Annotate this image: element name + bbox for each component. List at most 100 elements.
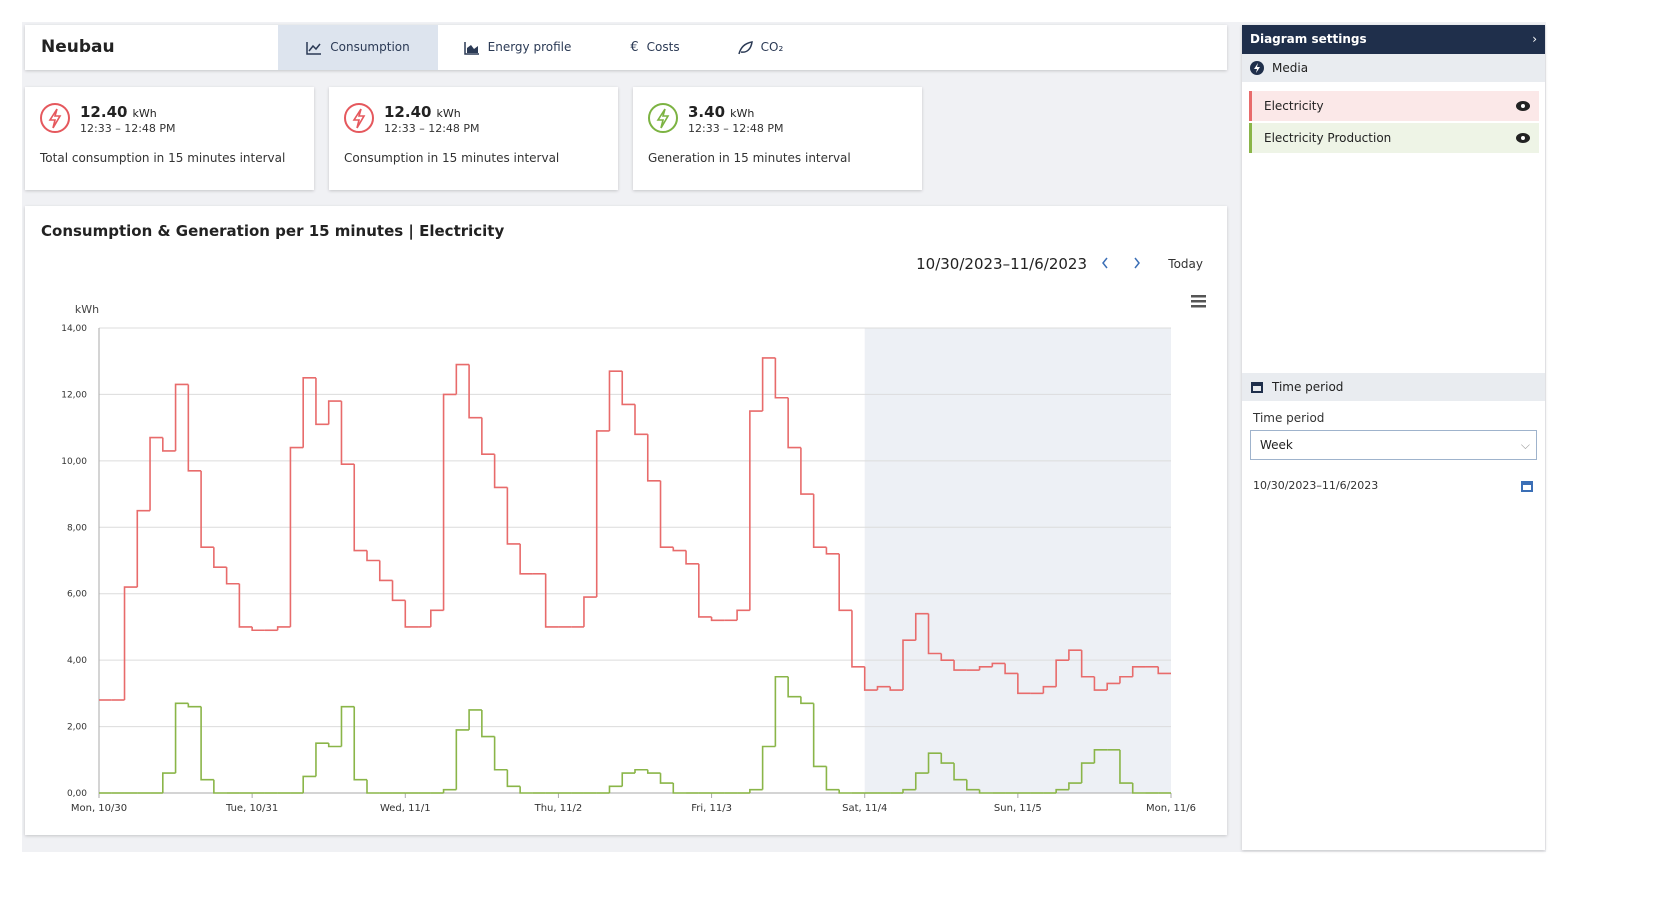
collapse-icon: › — [1532, 32, 1537, 46]
tab-icon — [306, 41, 322, 55]
next-button[interactable] — [1134, 257, 1140, 269]
tab-icon — [463, 41, 479, 55]
x-tick-label: Sun, 11/5 — [994, 803, 1042, 814]
media-item[interactable]: Electricity — [1249, 91, 1539, 121]
step-segment — [978, 665, 993, 671]
step-segment — [646, 434, 661, 482]
period-select[interactable]: Week ⌵ — [1250, 430, 1537, 460]
kpi-card: 12.40 kWh 12:33 – 12:48 PM Total consump… — [25, 87, 314, 190]
step-segment — [966, 779, 980, 791]
tab-label: Consumption — [330, 40, 410, 54]
kpi-label: Consumption in 15 minutes interval — [344, 151, 560, 165]
range-text: 10/30/2023–11/6/2023 — [1253, 479, 1379, 492]
media-item-label: Electricity — [1264, 99, 1324, 113]
step-segment — [940, 653, 955, 661]
step-segment — [1080, 762, 1095, 784]
step-segment — [800, 447, 814, 495]
step-segment — [1093, 676, 1108, 691]
step-segment — [761, 357, 776, 412]
step-segment — [1068, 782, 1082, 790]
media-section-header[interactable]: Media — [1242, 54, 1545, 82]
step-segment — [1042, 685, 1057, 694]
step-segment — [927, 613, 942, 655]
step-segment — [902, 639, 916, 691]
step-segment — [621, 772, 635, 787]
step-segment — [978, 789, 993, 794]
today-button[interactable]: Today — [1167, 257, 1203, 271]
step-segment — [493, 454, 508, 489]
x-tick-label: Tue, 10/31 — [225, 803, 278, 814]
kpi-value: 12.40 — [80, 103, 128, 121]
step-segment — [672, 783, 687, 794]
media-item[interactable]: Electricity Production — [1249, 123, 1539, 153]
kpi-icon — [344, 103, 374, 133]
y-tick-label: 8,00 — [67, 523, 87, 533]
step-segment — [621, 371, 635, 406]
calendar-button[interactable] — [1521, 480, 1533, 492]
eye-icon[interactable] — [1515, 132, 1531, 144]
step-segment — [315, 742, 329, 777]
step-segment — [812, 703, 827, 768]
time-section-header[interactable]: Time period — [1242, 373, 1545, 401]
x-tick-label: Wed, 11/1 — [380, 803, 431, 814]
prev-button[interactable] — [1102, 257, 1108, 269]
step-segment — [123, 586, 138, 700]
tab[interactable]: Consumption — [278, 25, 438, 70]
step-segment — [1093, 749, 1108, 764]
step-segment — [800, 696, 814, 705]
tab-label: Costs — [646, 40, 680, 54]
step-segment — [953, 763, 967, 781]
step-segment — [200, 706, 214, 781]
step-segment — [162, 772, 176, 793]
step-segment — [1004, 663, 1018, 675]
kpi-card: 12.40 kWh 12:33 – 12:48 PM Consumption i… — [329, 87, 618, 190]
sidebar-header[interactable]: Diagram settings › — [1242, 25, 1545, 54]
menu-button[interactable] — [1191, 295, 1206, 308]
tab-label: CO₂ — [760, 40, 784, 54]
step-segment — [608, 370, 623, 431]
tab[interactable]: CO₂ — [730, 25, 790, 70]
tab[interactable]: € Costs — [615, 25, 695, 70]
step-segment — [174, 702, 189, 774]
tab-icon — [737, 40, 753, 54]
step-segment — [519, 786, 533, 794]
chart-title: Consumption & Generation per 15 minutes … — [41, 222, 504, 241]
step-segment — [749, 410, 763, 611]
step-segment — [889, 686, 903, 691]
step-segment — [634, 768, 648, 774]
x-tick-label: Sat, 11/4 — [842, 803, 887, 814]
step-segment — [506, 769, 521, 788]
sidebar-title: Diagram settings — [1250, 32, 1367, 46]
step-segment — [225, 567, 240, 585]
step-segment — [595, 430, 610, 598]
y-tick-label: 10,00 — [61, 457, 87, 467]
step-segment — [838, 553, 852, 612]
step-segment — [353, 706, 367, 781]
tab[interactable]: Energy profile — [455, 25, 580, 70]
kpi-time: 12:33 – 12:48 PM — [384, 122, 480, 135]
media-icon — [1250, 61, 1264, 75]
step-segment — [200, 470, 214, 549]
step-segment — [736, 609, 750, 621]
step-segment — [213, 779, 227, 794]
step-segment — [812, 494, 827, 549]
step-segment — [187, 703, 202, 708]
step-segment — [1055, 659, 1069, 687]
eye-icon[interactable] — [1515, 100, 1531, 112]
step-segment — [481, 709, 495, 738]
step-segment — [430, 609, 444, 627]
step-segment — [851, 610, 865, 668]
step-segment — [327, 743, 342, 748]
kpi-card: 3.40 kWh 12:33 – 12:48 PM Generation in … — [633, 87, 922, 190]
y-axis-label: kWh — [75, 303, 99, 316]
x-tick-label: Mon, 11/6 — [1146, 803, 1196, 814]
step-segment — [187, 384, 202, 472]
step-segment — [519, 543, 533, 575]
step-segment — [1055, 788, 1069, 793]
step-segment — [481, 417, 495, 456]
step-segment — [468, 364, 482, 419]
y-tick-label: 12,00 — [61, 390, 87, 400]
step-segment — [914, 612, 929, 641]
step-segment — [863, 666, 878, 691]
date-range: 10/30/2023–11/6/2023 — [916, 255, 1087, 273]
